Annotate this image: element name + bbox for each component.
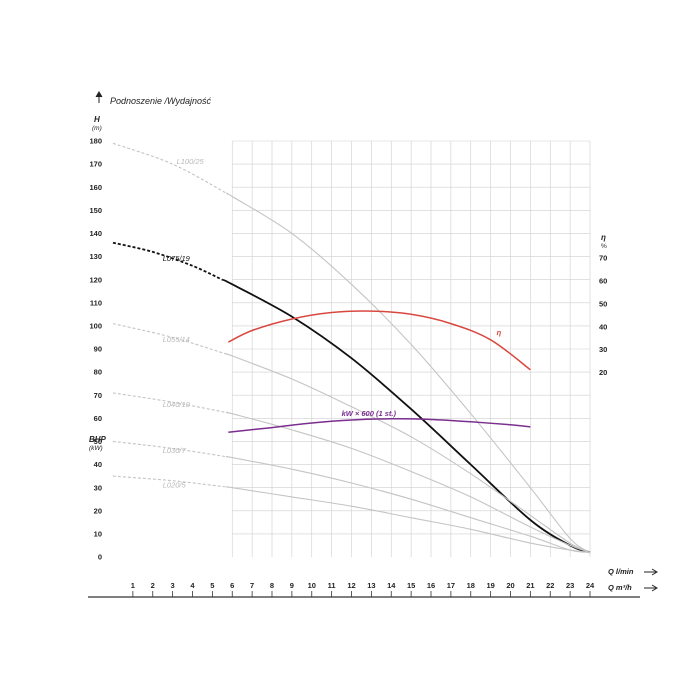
efficiency-tick-label: 60: [599, 277, 607, 286]
series-label-efficiency: η: [497, 328, 502, 337]
x-tick-label: 12: [347, 581, 355, 590]
y-tick-label: 90: [94, 345, 102, 354]
x-tick-label: 14: [387, 581, 396, 590]
series-label-kw-600-1-st: kW × 600 (1 st.): [342, 409, 397, 418]
y-tick-label: 130: [89, 252, 102, 261]
bhp-axis-unit: (kW): [89, 445, 103, 452]
title-group: Podnoszenie /Wydajność: [95, 91, 212, 106]
y-tick-label: 30: [94, 483, 102, 492]
x-tick-label: 11: [328, 581, 336, 590]
axes: 0102030405060708090100110120130140150160…: [88, 137, 640, 598]
x-tick-label: 3: [171, 581, 175, 590]
right-arrow-icon: [644, 584, 658, 592]
x-axis-label-lmin: Q l/min: [608, 567, 634, 576]
y-tick-label: 150: [89, 206, 102, 215]
y-tick-label: 100: [89, 321, 102, 330]
curve-kw-600-1-st: [228, 418, 531, 433]
x-tick-label: 2: [151, 581, 155, 590]
y-tick-label: 170: [89, 160, 102, 169]
x-tick-label: 17: [447, 581, 455, 590]
y-tick-label: 10: [94, 529, 102, 538]
x-tick-label: 13: [367, 581, 375, 590]
y-tick-label: 80: [94, 368, 102, 377]
x-tick-label: 7: [250, 581, 254, 590]
x-tick-label: 20: [506, 581, 514, 590]
curve-l030-7-dashed: [112, 440, 229, 458]
y-axis-unit: (m): [92, 125, 102, 132]
x-tick-label: 6: [230, 581, 234, 590]
x-tick-label: 22: [546, 581, 554, 590]
efficiency-tick-label: 20: [599, 368, 607, 377]
curve-l100-25-dashed: [112, 142, 229, 195]
efficiency-tick-label: 30: [599, 345, 607, 354]
x-tick-label: 24: [586, 581, 595, 590]
y-tick-label: 40: [94, 460, 102, 469]
y-tick-label: 110: [90, 298, 102, 307]
series-label-l055-14: L055/14: [163, 335, 190, 344]
y-tick-label: 120: [89, 275, 102, 284]
x-tick-label: 21: [526, 581, 534, 590]
x-tick-label: 19: [486, 581, 494, 590]
curve-l075-19: [221, 278, 591, 554]
bhp-axis-label: BHP: [89, 435, 107, 444]
x-tick-label: 23: [566, 581, 574, 590]
x-tick-label: 9: [290, 581, 294, 590]
efficiency-tick-label: 50: [599, 299, 607, 308]
series-label-l040-10: L040/10: [163, 400, 191, 409]
efficiency-tick-label: 70: [599, 254, 607, 263]
y-tick-label: 160: [89, 183, 102, 192]
curve-l040-10-dashed: [112, 392, 229, 414]
series-label-l100-25: L100/25: [177, 157, 205, 166]
curve-l040-10: [225, 411, 591, 553]
curve-l055-14-dashed: [112, 323, 229, 356]
curves: L100/25 L075/19 L055/14 L040/10 L030/7 L020/5…: [112, 142, 591, 554]
x-tick-label: 4: [190, 581, 195, 590]
chart-title: Podnoszenie /Wydajność: [110, 96, 212, 106]
x-tick-label: 10: [308, 581, 316, 590]
x-tick-label: 16: [427, 581, 435, 590]
series-label-l030-7: L030/7: [163, 446, 187, 455]
y-tick-label: 180: [89, 137, 102, 146]
up-arrow-icon: [95, 91, 103, 103]
y-tick-label: 70: [94, 391, 102, 400]
y-tick-label: 0: [98, 553, 102, 562]
efficiency-axis-label: η: [601, 233, 606, 242]
series-label-l075-19: L075/19: [163, 254, 191, 263]
series-label-l020-5: L020/5: [163, 481, 187, 490]
y-tick-label: 140: [89, 229, 102, 238]
y-tick-label: 50: [94, 437, 102, 446]
x-tick-label: 5: [210, 581, 214, 590]
efficiency-tick-label: 40: [599, 322, 607, 331]
x-tick-label: 1: [131, 581, 135, 590]
curve-l030-7: [225, 456, 591, 553]
y-axis-label: H: [94, 115, 100, 124]
x-axis-label-m3h: Q m³/h: [608, 583, 632, 592]
y-tick-label: 20: [94, 506, 102, 515]
y-tick-label: 60: [94, 414, 102, 423]
curve-l100-25: [225, 192, 591, 553]
x-tick-label: 18: [467, 581, 475, 590]
right-arrow-icon: [644, 568, 658, 576]
grid: [231, 140, 591, 557]
efficiency-axis-unit: %: [601, 243, 607, 250]
curve-efficiency: [227, 310, 531, 371]
x-tick-label: 8: [270, 581, 274, 590]
curve-l075-19-dashed: [112, 241, 223, 281]
curve-l020-5: [225, 486, 591, 553]
curve-l055-14: [225, 353, 591, 553]
x-tick-label: 15: [407, 581, 415, 590]
